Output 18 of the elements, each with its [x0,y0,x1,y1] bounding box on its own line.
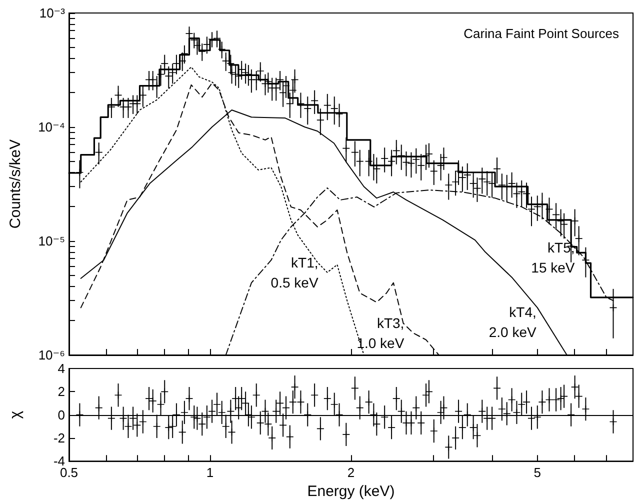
x-tick-label: 2 [347,465,355,480]
annotation: kT3, 1.0 keV [356,314,405,351]
y-tick-label: 10⁻⁵ [38,234,65,248]
y-tick-label: 2 [58,384,65,400]
y-axis-title: χ [7,410,24,419]
y-axis-title: Counts/s/keV [7,139,24,229]
x-tick-label: 1 [206,465,214,480]
annotation: kT1, 0.5 keV [270,254,319,290]
text: Carina Faint Point Sources [464,26,620,41]
y-tick-label: 4 [58,361,65,376]
y-tick-label: 10⁻⁶ [38,348,65,362]
y-tick-label: -2 [53,430,65,446]
y-tick-label: 0 [58,407,65,422]
annotation: kT4, 2.0 keV [488,304,538,340]
x-tick-label: 5 [534,465,542,480]
x-axis-title: Energy (keV) [307,483,395,500]
y-tick-label: 10⁻⁴ [38,120,65,134]
y-tick-label: 10⁻³ [39,6,66,20]
